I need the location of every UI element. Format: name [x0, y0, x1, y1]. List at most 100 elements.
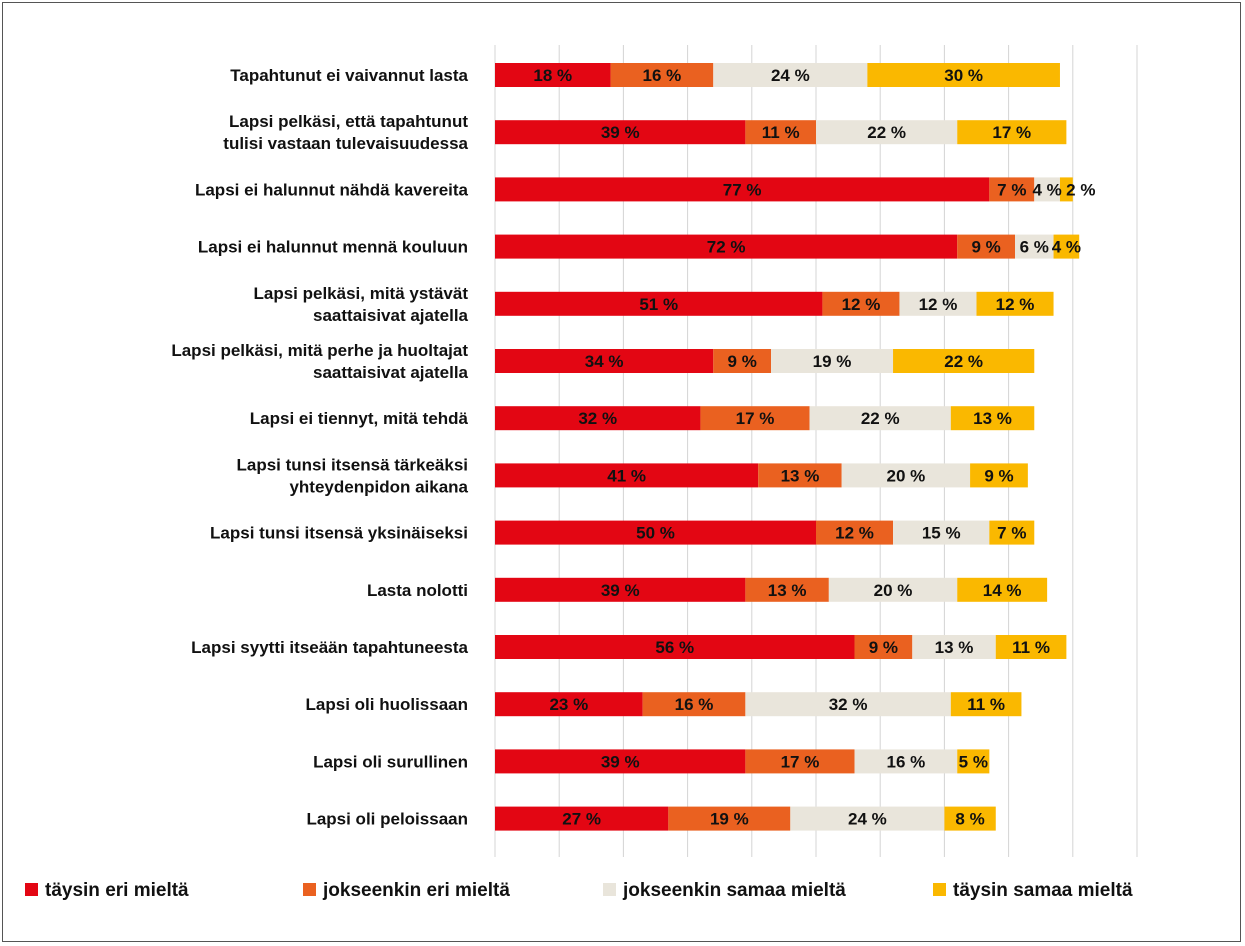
bar-segment [495, 749, 746, 774]
value-label: 11 % [762, 123, 800, 142]
value-label: 8 % [955, 810, 984, 829]
value-label: 72 % [707, 238, 746, 257]
bar-segment [828, 577, 958, 602]
value-label: 9 % [728, 352, 757, 371]
legend-label: täysin eri mieltä [45, 880, 189, 901]
value-label: 51 % [639, 295, 678, 314]
value-label: 24 % [771, 66, 810, 85]
category-label: Lapsi pelkäsi, mitä perhe ja huoltajat sa… [171, 341, 468, 382]
bar-segment [713, 63, 868, 87]
bar-segment [989, 177, 1035, 202]
bar-segment [495, 291, 823, 316]
legend-swatch [25, 883, 38, 896]
bar-segment [950, 692, 1022, 717]
value-label: 39 % [601, 123, 640, 142]
gridlines [494, 45, 1138, 857]
bar-segment [713, 349, 772, 373]
bar-segment [495, 577, 746, 602]
bar-segment [1053, 234, 1080, 259]
bars [495, 63, 1080, 831]
bar-segment [745, 692, 951, 717]
value-label: 22 % [861, 409, 900, 428]
bar-segment [976, 291, 1054, 316]
category-label: Lasta nolotti [367, 581, 468, 600]
bar-segment [495, 349, 714, 373]
bar-segment [822, 291, 900, 316]
value-label: 13 % [973, 409, 1012, 428]
value-label: 16 % [643, 66, 682, 85]
category-label: Tapahtunut ei vaivannut lasta [230, 66, 468, 85]
bar-segment [495, 120, 746, 145]
bar-segment [957, 120, 1067, 145]
category-labels: Tapahtunut ei vaivannut lasta Lapsi pelkä… [171, 66, 468, 829]
stacked-bar-chart: Tapahtunut ei vaivannut lasta Lapsi pelkä… [25, 45, 1138, 901]
bar-segment [1034, 177, 1060, 202]
bar-segment [610, 63, 714, 87]
bar-segment [668, 806, 791, 831]
bar-segment [745, 577, 829, 602]
value-label: 22 % [944, 352, 983, 371]
value-label: 11 % [1012, 638, 1050, 657]
bar-segment [816, 520, 894, 545]
bar-segment [809, 406, 951, 431]
value-label: 12 % [919, 295, 958, 314]
bar-segment [495, 63, 611, 87]
value-label: 32 % [829, 695, 868, 714]
value-label: 20 % [887, 466, 926, 485]
bar-segment [495, 692, 643, 717]
bar-segment [495, 177, 990, 202]
value-label: 14 % [983, 581, 1022, 600]
value-label: 13 % [768, 581, 807, 600]
bar-segment [495, 635, 855, 659]
bar-segment [989, 520, 1035, 545]
bar-segment [944, 806, 996, 831]
value-label: 9 % [971, 238, 1000, 257]
value-label: 20 % [874, 581, 913, 600]
value-label: 2 % [1066, 180, 1095, 199]
category-label: Lapsi syytti itseään tapahtuneesta [191, 638, 468, 657]
bar-segment [790, 806, 945, 831]
value-label: 17 % [992, 123, 1031, 142]
value-label: 56 % [655, 638, 694, 657]
value-label: 6 % [1020, 238, 1049, 257]
bar-segment [912, 635, 996, 659]
value-label: 18 % [533, 66, 572, 85]
value-label: 7 % [997, 180, 1026, 199]
value-label: 39 % [601, 752, 640, 771]
category-label: Lapsi oli surullinen [313, 752, 468, 771]
category-label: Lapsi pelkäsi, että tapahtunut tulisi vas… [223, 112, 468, 153]
bar-segment [867, 63, 1060, 87]
value-label: 77 % [723, 180, 762, 199]
bar-segment [899, 291, 977, 316]
bar-segment [816, 120, 958, 145]
bar-segment [1059, 177, 1073, 202]
category-label: Lapsi ei halunnut nähdä kavereita [195, 180, 469, 199]
value-label: 17 % [736, 409, 775, 428]
bar-segment [495, 234, 958, 259]
value-label: 9 % [869, 638, 898, 657]
bar-segment [642, 692, 746, 717]
legend-label: jokseenkin eri mieltä [322, 880, 510, 901]
bar-segment [758, 463, 842, 488]
value-label: 5 % [959, 752, 988, 771]
value-label: 12 % [835, 524, 874, 543]
bar-segment [745, 120, 816, 145]
value-label: 12 % [996, 295, 1035, 314]
bar-segment [854, 635, 913, 659]
bar-segment [495, 806, 669, 831]
value-label: 16 % [675, 695, 714, 714]
value-label: 50 % [636, 524, 675, 543]
bar-segment [995, 635, 1067, 659]
legend-swatch [603, 883, 616, 896]
value-label: 19 % [710, 810, 749, 829]
bar-segment [495, 463, 759, 488]
category-label: Lapsi oli peloissaan [306, 810, 468, 829]
bar-segment [957, 577, 1048, 602]
value-label: 41 % [607, 466, 646, 485]
category-label: Lapsi tunsi itsensä tärkeäksi yhteydenpid… [237, 455, 469, 496]
value-label: 13 % [935, 638, 974, 657]
value-label: 34 % [585, 352, 624, 371]
value-label: 30 % [944, 66, 983, 85]
value-label: 9 % [984, 466, 1013, 485]
